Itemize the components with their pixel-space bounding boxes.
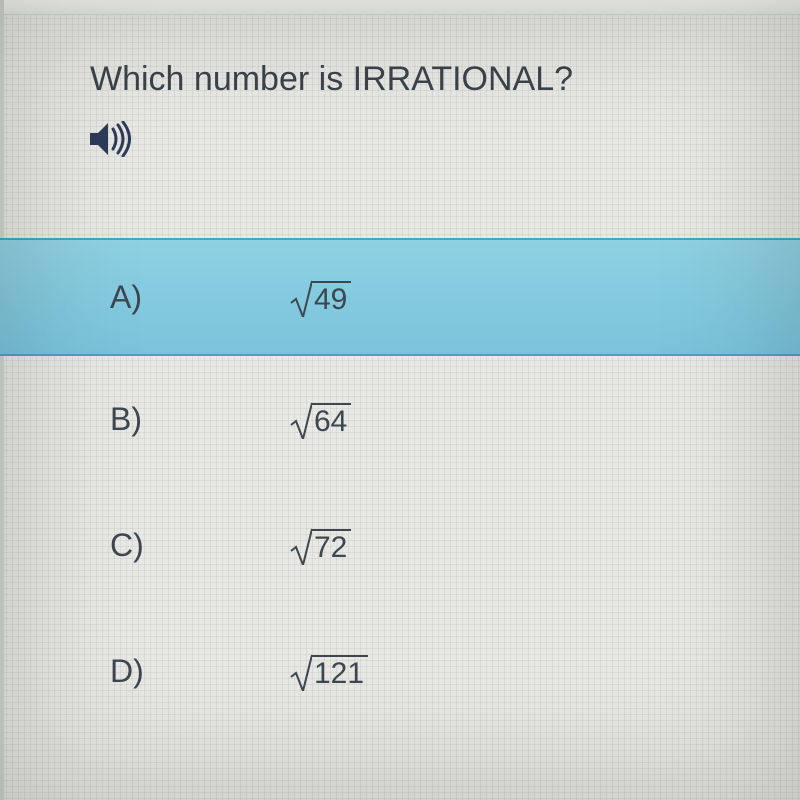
radicand: 64: [312, 403, 351, 439]
radicand: 121: [312, 655, 368, 691]
audio-icon[interactable]: [90, 121, 134, 157]
choice-b[interactable]: B) 64: [0, 356, 800, 482]
choice-value: 72: [290, 525, 351, 565]
radical-icon: [290, 399, 312, 439]
radical-icon: [290, 277, 312, 317]
radical-icon: [290, 651, 312, 691]
radicand: 49: [312, 281, 351, 317]
choice-label: B): [110, 401, 142, 438]
answer-choices: A) 49 B) 64 C): [0, 238, 800, 734]
radicand: 72: [312, 529, 351, 565]
question-text: Which number is IRRATIONAL?: [90, 60, 780, 99]
choice-a[interactable]: A) 49: [0, 238, 800, 356]
choice-label: A): [110, 279, 142, 316]
radical-icon: [290, 525, 312, 565]
choice-value: 49: [290, 277, 351, 317]
choice-d[interactable]: D) 121: [0, 608, 800, 734]
question-area: Which number is IRRATIONAL?: [90, 60, 780, 157]
window-top-edge: [0, 0, 800, 15]
choice-label: C): [110, 527, 144, 564]
choice-label: D): [110, 653, 144, 690]
choice-value: 64: [290, 399, 351, 439]
choice-c[interactable]: C) 72: [0, 482, 800, 608]
choice-value: 121: [290, 651, 368, 691]
